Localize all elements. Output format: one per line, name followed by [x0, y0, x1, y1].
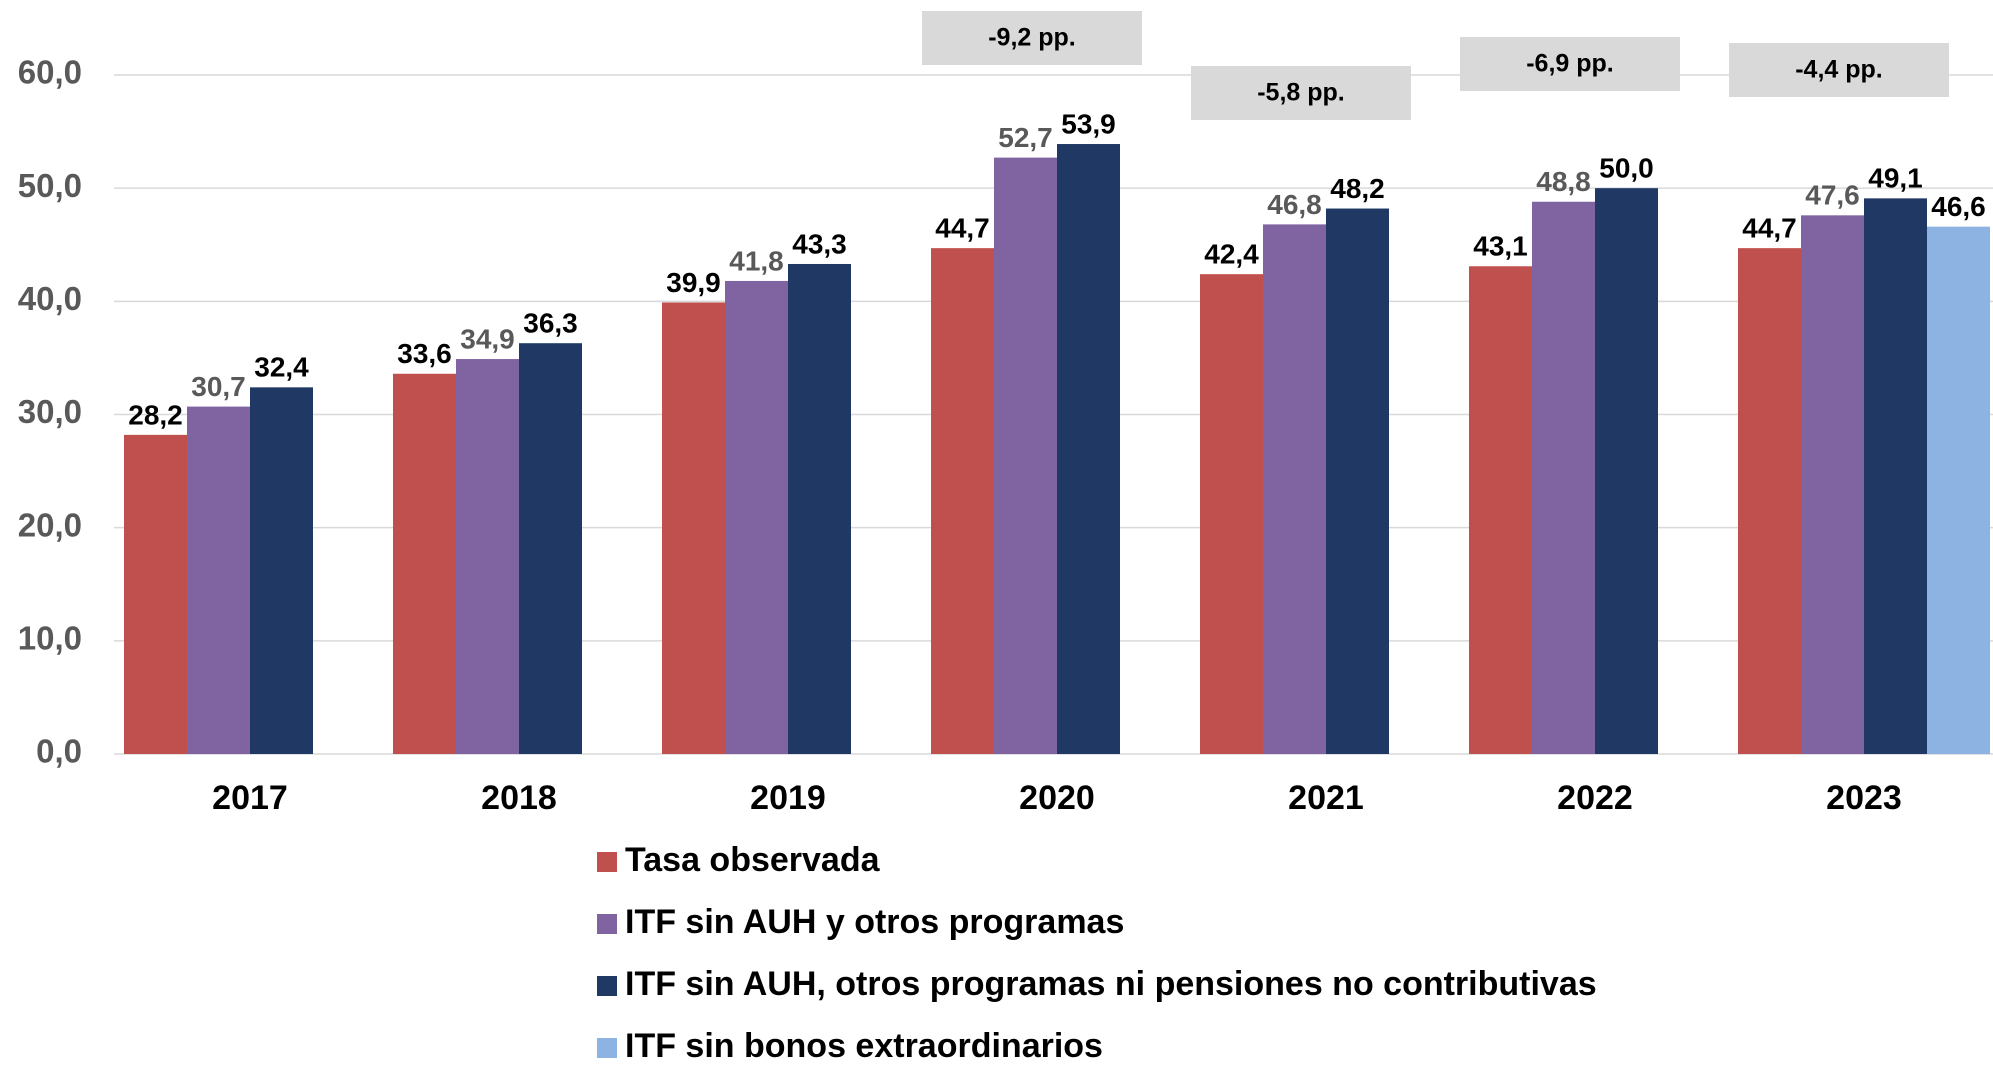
- x-tick-label: 2020: [1019, 779, 1095, 817]
- bar: [1532, 201, 1595, 754]
- value-label: 39,9: [666, 267, 721, 298]
- bar: [124, 434, 187, 754]
- x-tick-label: 2021: [1288, 779, 1364, 817]
- bar: [1738, 248, 1801, 754]
- annotation: -9,2 pp.: [988, 24, 1076, 52]
- value-label: 34,9: [460, 323, 515, 354]
- value-label: 47,6: [1805, 180, 1860, 211]
- value-label: 44,7: [1742, 213, 1797, 244]
- y-tick-label: 10,0: [18, 620, 82, 657]
- value-label: 32,4: [254, 352, 309, 383]
- value-label: 36,3: [523, 308, 578, 339]
- y-tick-label: 60,0: [18, 54, 82, 91]
- y-tick-label: 30,0: [18, 393, 82, 430]
- value-label: 50,0: [1599, 153, 1654, 184]
- bar: [725, 280, 788, 754]
- value-label: 53,9: [1061, 108, 1116, 139]
- y-tick-label: 50,0: [18, 167, 82, 204]
- bar: [662, 302, 725, 754]
- value-label: 48,2: [1330, 173, 1385, 204]
- annotation: -4,4 pp.: [1795, 56, 1883, 84]
- annotation-box: [922, 11, 1142, 65]
- value-label: 43,3: [792, 228, 847, 259]
- bar: [1200, 274, 1263, 754]
- x-tick-label: 2023: [1826, 779, 1902, 817]
- bar: [788, 263, 851, 754]
- bar: [393, 373, 456, 754]
- legend-label: ITF sin bonos extraordinarios: [625, 1027, 1103, 1065]
- y-tick-label: 40,0: [18, 280, 82, 317]
- value-label: 49,1: [1868, 163, 1923, 194]
- bar: [1057, 144, 1120, 754]
- bar: [187, 406, 250, 754]
- annotation: -5,8 pp.: [1257, 79, 1345, 107]
- value-label: 46,8: [1267, 189, 1322, 220]
- bar: [1263, 224, 1326, 754]
- bar: [994, 157, 1057, 754]
- bar: [250, 387, 313, 754]
- value-label: 41,8: [729, 245, 784, 276]
- bar: [1864, 198, 1927, 754]
- value-label: 44,7: [935, 213, 990, 244]
- bar: [519, 343, 582, 754]
- x-tick-label: 2022: [1557, 779, 1633, 817]
- x-tick-label: 2019: [750, 779, 826, 817]
- legend-swatch: [597, 976, 617, 996]
- annotation-box: [1460, 37, 1680, 91]
- x-tick-label: 2017: [212, 779, 288, 817]
- value-label: 52,7: [998, 122, 1053, 153]
- y-tick-label: 20,0: [18, 506, 82, 543]
- annotation: -6,9 pp.: [1526, 50, 1614, 78]
- value-label: 28,2: [128, 399, 183, 430]
- legend-swatch: [597, 852, 617, 872]
- x-tick-label: 2018: [481, 779, 557, 817]
- value-label: 48,8: [1536, 166, 1591, 197]
- annotation-box: [1191, 66, 1411, 120]
- bar: [1326, 208, 1389, 754]
- value-label: 43,1: [1473, 231, 1528, 262]
- legend-label: ITF sin AUH y otros programas: [625, 903, 1124, 941]
- legend-label: Tasa observada: [625, 841, 881, 879]
- y-tick-label: 0,0: [36, 733, 82, 770]
- annotation-box: [1729, 43, 1949, 97]
- value-label: 46,6: [1931, 191, 1986, 222]
- legend-swatch: [597, 914, 617, 934]
- value-label: 30,7: [191, 371, 246, 402]
- legend-label: ITF sin AUH, otros programas ni pensione…: [625, 965, 1597, 1003]
- value-label: 33,6: [397, 338, 452, 369]
- bar: [1469, 266, 1532, 754]
- bar: [456, 359, 519, 754]
- bar: [931, 248, 994, 754]
- bar: [1595, 188, 1658, 754]
- value-label: 42,4: [1204, 239, 1259, 270]
- bar: [1801, 215, 1864, 754]
- bar: [1927, 226, 1990, 755]
- legend-swatch: [597, 1038, 617, 1058]
